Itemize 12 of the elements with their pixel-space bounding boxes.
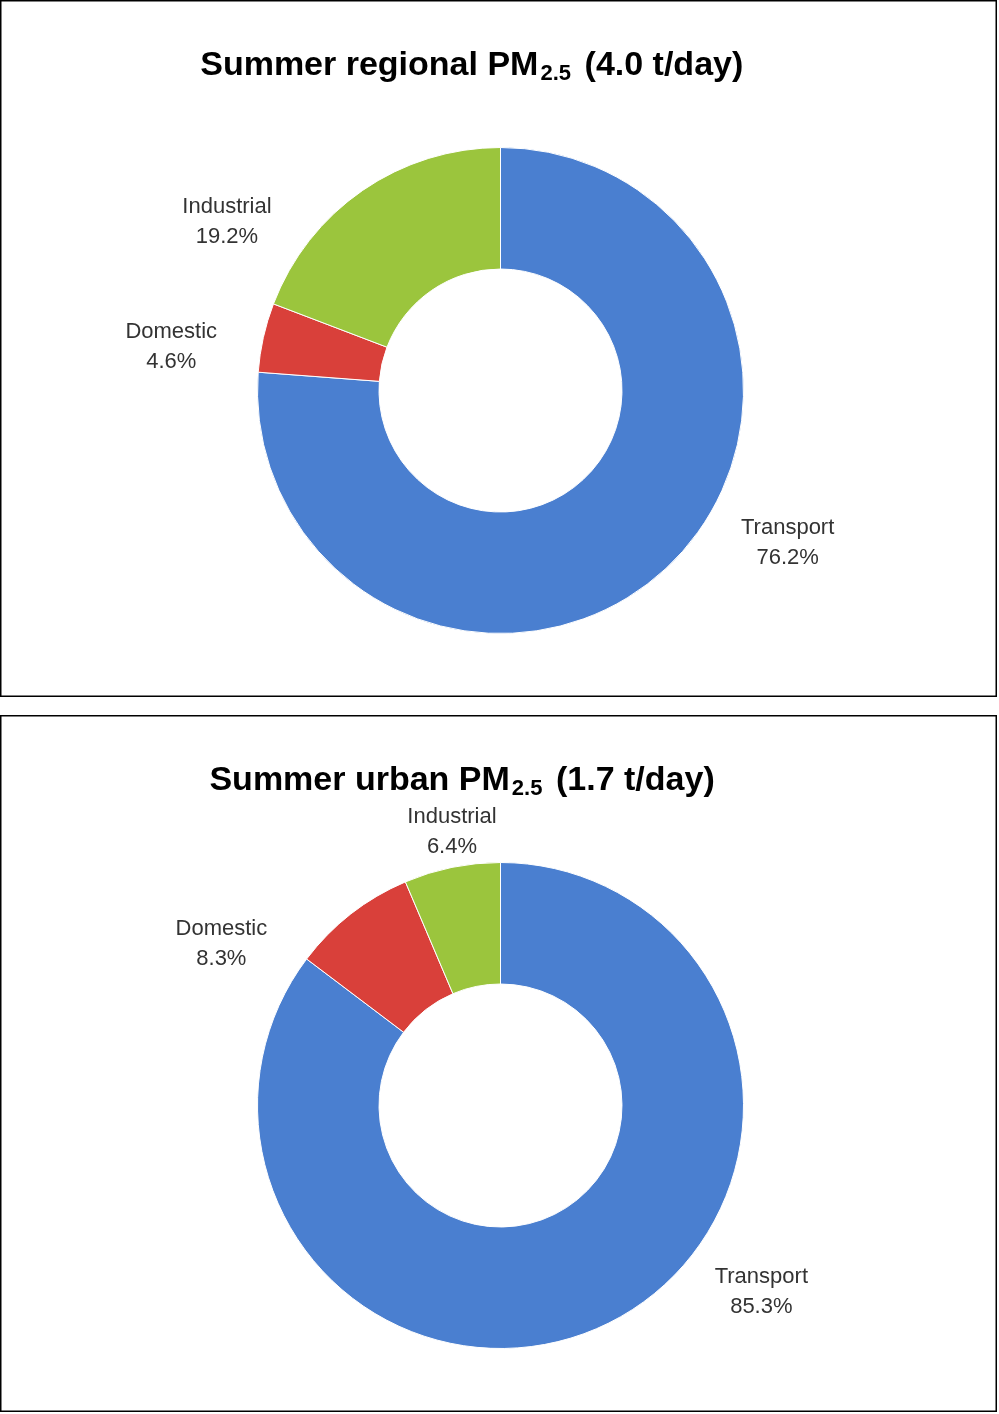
slice-label: Transport — [740, 514, 835, 540]
data-label: 19.2% — [195, 222, 259, 248]
slice-label: Domestic — [175, 915, 268, 941]
data-label: 4.6% — [146, 347, 197, 373]
data-label: 85.3% — [730, 1292, 793, 1318]
slice-label: Transport — [714, 1262, 808, 1288]
data-label: 8.3% — [196, 945, 247, 971]
slice-label: Industrial — [182, 192, 272, 218]
slice-label: Domestic — [125, 317, 218, 343]
slice-label: Industrial — [407, 803, 497, 828]
data-label: 6.4% — [426, 833, 478, 858]
data-label: 76.2% — [756, 544, 819, 570]
